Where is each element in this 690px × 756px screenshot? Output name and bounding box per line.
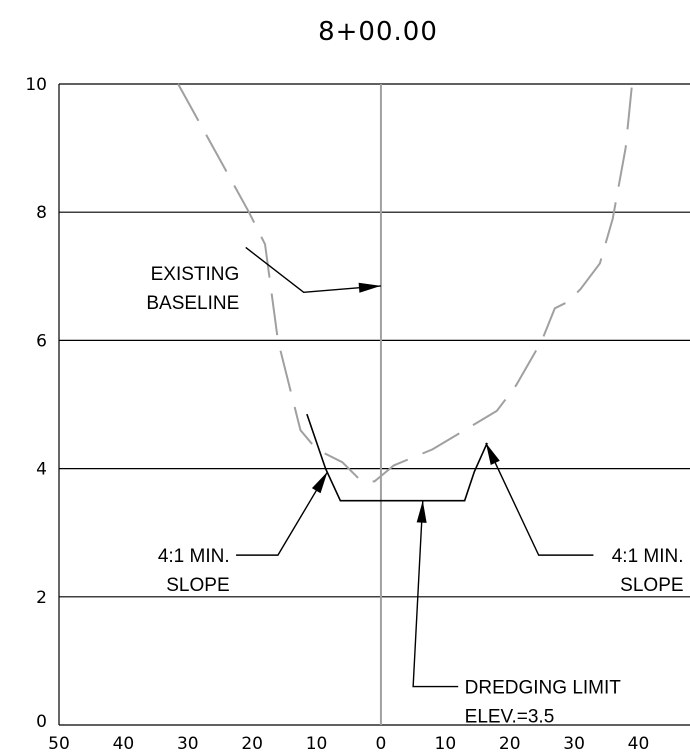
dredging-template-line [306,413,488,502]
y-tick-label: 4 [36,460,47,480]
x-tick-label: 40 [113,734,135,754]
y-tick-label: 6 [36,331,47,351]
annotation-text-line: SLOPE [166,575,229,596]
arrowhead [416,500,427,523]
x-tick-label: 20 [241,734,263,754]
annotations: EXISTING BASELINE 4:1 MIN. SLOPE 4:1 MIN. SLO… [146,246,684,728]
leader-line [245,246,381,294]
leader-line [236,471,329,556]
chart-title: 8+00.00 [318,17,438,47]
leader-line [412,500,459,688]
x-tick-label: 40 [628,734,650,754]
grid-lines [59,83,690,598]
annotation-text-line: ELEV.=3.5 [465,707,555,728]
annotation-3: 4:1 MIN. SLOPE [485,442,684,596]
x-tick-label: 50 [48,734,70,754]
annotation-text-line: DREDGING LIMIT [465,678,622,699]
x-tick-label: 30 [177,734,199,754]
y-tick-label: 0 [36,712,47,732]
x-tick-label: 0 [376,734,387,754]
y-tick-label: 8 [36,203,47,223]
y-tick-label: 10 [25,75,47,95]
x-tick-label: 10 [306,734,328,754]
leader-line [485,442,594,556]
annotation-text-line: SLOPE [620,575,683,596]
existing-ground-profile [177,83,634,483]
arrowhead [358,282,381,293]
annotation-text-line: EXISTING [151,264,240,285]
arrowhead [485,442,500,465]
y-tick-labels: 0 2 4 6 8 10 [25,75,47,732]
x-tick-label: 20 [499,734,521,754]
annotation-text-line: 4:1 MIN. [158,546,230,567]
x-tick-labels: 50 40 30 20 10 0 10 20 30 40 [48,734,649,754]
annotation-2: 4:1 MIN. SLOPE [158,471,329,596]
x-tick-label: 30 [563,734,585,754]
y-tick-label: 2 [36,588,47,608]
arrowhead [311,471,328,494]
series-lines [177,83,634,502]
annotation-1: EXISTING BASELINE [146,246,381,314]
x-tick-label: 10 [435,734,457,754]
annotation-text-line: 4:1 MIN. [612,546,684,567]
annotation-4: DREDGING LIMIT ELEV.=3.5 [412,500,622,728]
plot-frame [58,84,690,726]
annotation-text-line: BASELINE [146,293,239,314]
